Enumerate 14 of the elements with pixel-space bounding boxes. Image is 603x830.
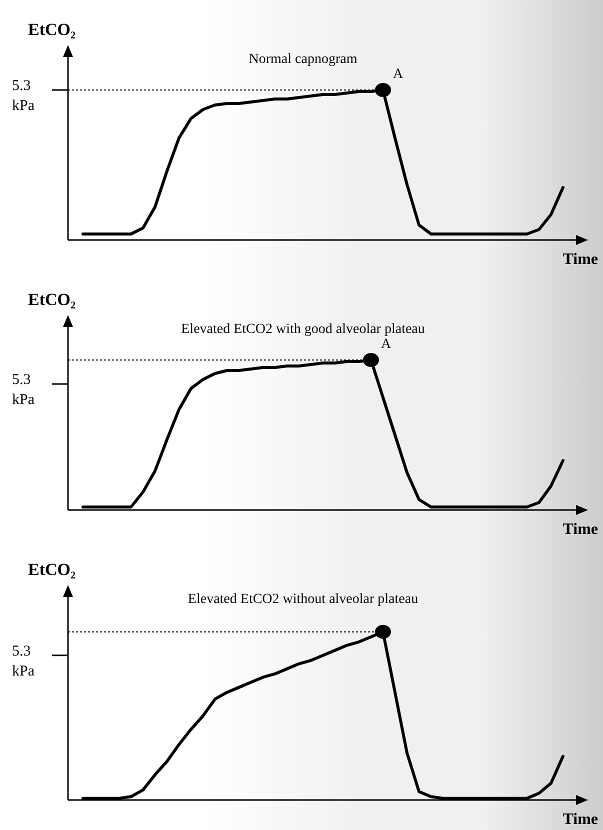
x-axis-title: Time xyxy=(562,521,598,538)
y-axis-title: EtCO₂ xyxy=(28,560,76,579)
chart-title: Normal capnogram xyxy=(248,52,358,67)
y-axis-title: EtCO₂ xyxy=(28,290,76,309)
x-axis-title: Time xyxy=(562,811,598,828)
ref-line-label: 5.3 kPa xyxy=(12,78,35,114)
x-axis-title: Time xyxy=(562,251,598,268)
y-axis-title: EtCO₂ xyxy=(28,20,76,39)
ref-line-label: 5.3 kPa xyxy=(12,372,35,408)
text: A xyxy=(393,67,404,82)
ref-line-label: 5.3 kPa xyxy=(12,643,35,680)
text: A xyxy=(381,337,392,352)
chart-title: Elevated EtCO2 with good alveolar plateau xyxy=(181,322,425,337)
chart-title: Elevated EtCO2 without alveolar plateau xyxy=(188,592,418,607)
